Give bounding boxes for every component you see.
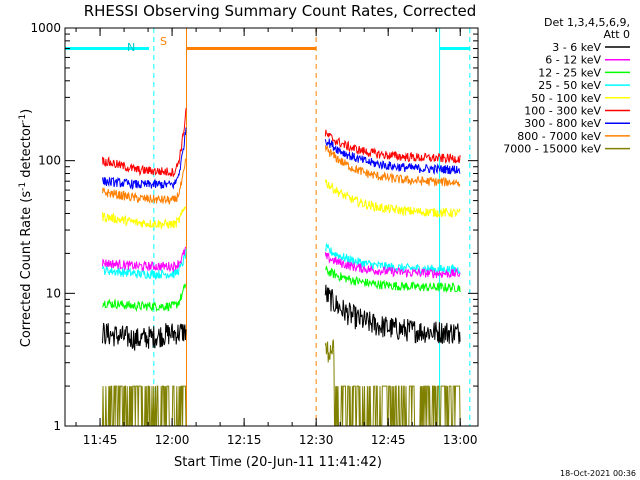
axis-ticks: 11:45 12:00 12:15 12:30 12:45 13:00 1 10 100 1000 <box>30 21 478 447</box>
series-segment-1 <box>102 158 187 205</box>
x-tick-label: 12:15 <box>227 433 262 447</box>
legend-header-line1: Det 1,3,4,5,6,9, <box>544 16 630 29</box>
series-6-12-kev <box>102 246 461 279</box>
plot-frame <box>64 27 479 427</box>
series-segment-2 <box>324 284 461 344</box>
x-axis-label: Start Time (20-Jun-11 11:41:42) <box>174 455 382 470</box>
series-segment-2 <box>324 252 461 279</box>
series-layer <box>102 108 461 427</box>
x-tick-label: 12:00 <box>155 433 190 447</box>
legend-header-line2: Att 0 <box>604 28 630 41</box>
series-segment-2 <box>324 179 461 218</box>
legend-label: 3 - 6 keV <box>552 41 601 54</box>
y-axis-label: Corrected Count Rate (s-1 detector-1) <box>18 109 34 347</box>
series-segment-2 <box>324 129 461 164</box>
series-segment-2 <box>324 138 461 175</box>
legend-label: 800 - 7000 keV <box>517 130 601 143</box>
series-100-300-kev <box>102 108 461 178</box>
series-segment-1 <box>102 127 187 191</box>
series-800-7000-kev <box>102 144 461 205</box>
series-3-6-kev <box>102 284 461 351</box>
x-tick-label: 13:00 <box>443 433 478 447</box>
y-axis-label-main: Corrected Count Rate (s <box>19 191 34 348</box>
x-tick-label: 12:45 <box>371 433 406 447</box>
x-tick-label: 11:45 <box>83 433 118 447</box>
generation-timestamp: 18-Oct-2021 00:36 <box>560 469 636 478</box>
series-50-100-kev <box>102 179 461 231</box>
y-tick-label: 1000 <box>30 21 61 35</box>
plot-area: 11:45 12:00 12:15 12:30 12:45 13:00 1 10 100 1000 <box>30 21 479 447</box>
legend-label: 25 - 50 keV <box>538 79 601 92</box>
series-segment-1 <box>102 108 187 178</box>
n-label: N <box>127 41 135 54</box>
series-segment-2 <box>324 339 461 427</box>
series-segment-1 <box>102 246 186 273</box>
legend-label: 12 - 25 keV <box>538 66 601 79</box>
s-label: S <box>160 35 167 48</box>
legend-label: 50 - 100 keV <box>531 92 601 105</box>
y-tick-label: 100 <box>38 154 61 168</box>
series-segment-2 <box>324 266 461 294</box>
series-segment-1 <box>102 322 187 351</box>
legend-label: 300 - 800 keV <box>524 117 601 130</box>
series-segment-2 <box>324 144 461 187</box>
series-300-800-kev <box>102 127 461 191</box>
x-tick-label: 12:30 <box>299 433 334 447</box>
y-tick-label: 1 <box>53 419 61 433</box>
series-segment-1 <box>102 283 187 313</box>
legend-label: 100 - 300 keV <box>524 105 601 118</box>
y-axis-label-sup1: -1 <box>18 182 28 191</box>
series-12-25-kev <box>102 266 461 313</box>
legend-label: 6 - 12 keV <box>545 54 601 67</box>
y-axis-label-sup2: -1 <box>18 114 28 123</box>
series-segment-1 <box>102 206 187 231</box>
y-tick-label: 10 <box>46 286 61 300</box>
chart-title: RHESSI Observing Summary Count Rates, Co… <box>84 2 477 20</box>
series-segment-1 <box>102 248 187 281</box>
legend-label: 7000 - 15000 keV <box>503 143 601 156</box>
y-axis-label-mid: detector <box>19 122 34 182</box>
y-axis-label-end: ) <box>19 109 34 114</box>
